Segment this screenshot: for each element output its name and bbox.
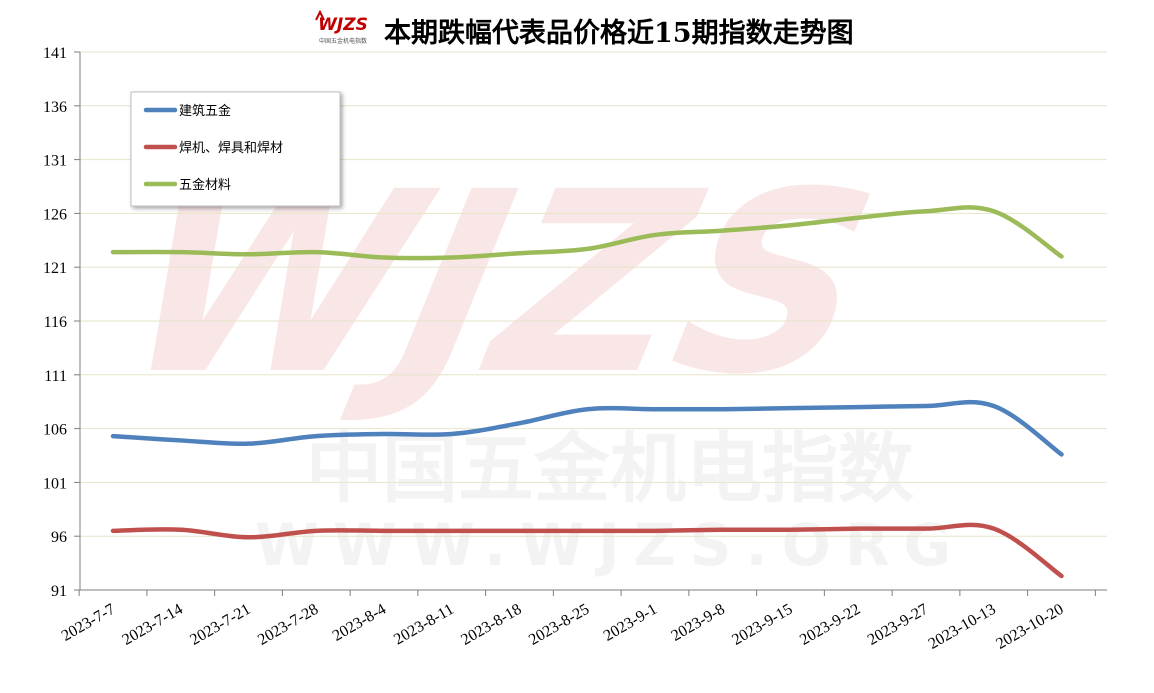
x-tick-label: 2023-9-1 <box>601 601 660 645</box>
logo-icon: WJZS 中国五金机电指数 <box>315 9 368 45</box>
y-tick-label: 131 <box>43 153 67 170</box>
y-tick-label: 106 <box>43 422 67 439</box>
logo-subtext: 中国五金机电指数 <box>319 37 367 45</box>
x-tick-label: 2023-7-28 <box>255 601 321 649</box>
x-tick-label: 2023-8-25 <box>526 601 592 649</box>
x-tick-label: 2023-8-11 <box>391 601 457 649</box>
y-tick-label: 116 <box>44 314 67 331</box>
series-line-3 <box>110 205 1064 261</box>
y-tick-label: 136 <box>43 99 67 116</box>
x-tick-label: 2023-10-20 <box>993 601 1066 653</box>
chart-title: 本期跌幅代表品价格近15期指数走势图 <box>384 18 854 49</box>
logo-text: WJZS <box>318 15 368 35</box>
legend-label: 五金材料 <box>179 177 231 193</box>
x-tick-label: 2023-7-14 <box>120 601 186 649</box>
x-tick-label: 2023-9-8 <box>668 601 727 645</box>
watermark: WJZS 中国五金机电指数 WWW.WJZS.ORG <box>104 138 965 579</box>
legend-label: 建筑五金 <box>179 103 231 119</box>
x-tick-label: 2023-9-27 <box>865 601 931 649</box>
watermark-line1: 中国五金机电指数 <box>306 424 914 513</box>
x-tick-label: 2023-7-7 <box>59 601 118 645</box>
y-tick-label: 101 <box>43 475 67 492</box>
y-tick-label: 141 <box>43 45 67 62</box>
x-tick-label: 2023-10-13 <box>926 601 999 653</box>
y-tick-label: 111 <box>44 368 67 385</box>
y-tick-label: 96 <box>51 529 67 546</box>
series-line-1 <box>110 399 1064 457</box>
x-tick-label: 2023-8-18 <box>458 601 524 649</box>
series-line-2 <box>110 522 1064 579</box>
watermark-line2: WWW.WJZS.ORG <box>255 511 965 579</box>
y-tick-label: 126 <box>43 206 67 223</box>
series-lines <box>110 205 1064 579</box>
x-tick-label: 2023-9-22 <box>797 601 863 649</box>
x-tick-label: 2023-9-15 <box>729 601 795 649</box>
legend-label: 焊机、焊具和焊材 <box>179 140 283 156</box>
y-tick-label: 121 <box>43 260 67 277</box>
x-tick-label: 2023-7-21 <box>187 601 253 649</box>
y-tick-label: 91 <box>51 583 67 600</box>
chart-title-group: WJZS 中国五金机电指数 本期跌幅代表品价格近15期指数走势图 <box>315 9 854 49</box>
x-tick-label: 2023-8-4 <box>330 601 389 645</box>
